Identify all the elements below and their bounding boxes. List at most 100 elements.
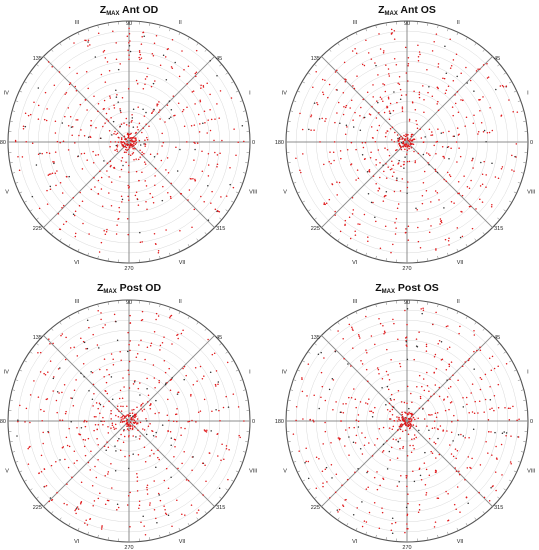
data-point [172, 420, 175, 422]
data-point [405, 344, 408, 346]
data-point [33, 101, 35, 104]
data-point [397, 82, 399, 85]
data-point [349, 237, 352, 240]
data-point [110, 463, 112, 465]
data-point [345, 429, 347, 431]
data-point [399, 88, 402, 91]
data-point [61, 192, 64, 194]
data-point [343, 357, 345, 360]
data-point [125, 148, 127, 151]
data-point [494, 471, 497, 473]
plot-title: ZMAX Post OD [97, 282, 162, 295]
data-point [379, 48, 382, 50]
sector-label: II [457, 20, 461, 26]
data-point [136, 490, 139, 492]
data-point [43, 468, 46, 470]
data-point [213, 139, 215, 142]
data-point [390, 393, 393, 396]
data-point [404, 148, 406, 151]
sector-label: VII [179, 260, 186, 266]
data-point [86, 347, 89, 350]
data-point [344, 78, 346, 80]
data-point [396, 207, 399, 210]
data-point [477, 133, 479, 135]
data-point [430, 201, 432, 203]
data-point [171, 525, 173, 527]
tick-mark [9, 441, 13, 443]
data-point [134, 194, 137, 197]
tick-mark [474, 42, 477, 46]
data-point [398, 137, 401, 140]
data-point [471, 158, 474, 160]
data-point [362, 98, 364, 101]
data-point [139, 144, 142, 146]
tick-mark [290, 172, 294, 174]
data-point [191, 226, 193, 229]
data-point [400, 141, 403, 144]
data-point [373, 501, 376, 504]
data-point [391, 408, 394, 411]
data-point [439, 425, 442, 427]
data-point [147, 401, 149, 403]
data-point [370, 335, 373, 337]
data-point [437, 128, 439, 130]
data-point [170, 314, 173, 317]
data-point [481, 173, 484, 175]
data-point [194, 367, 197, 369]
data-point [186, 141, 188, 143]
data-point [169, 430, 172, 433]
data-point [413, 480, 416, 483]
angle-label: 90 [126, 21, 132, 27]
data-point [216, 433, 218, 436]
data-point [440, 221, 443, 224]
data-point [174, 114, 176, 117]
data-point [399, 419, 402, 422]
data-point [97, 110, 99, 112]
data-point [396, 149, 398, 151]
data-point [128, 360, 131, 363]
data-point [91, 398, 94, 401]
data-point [121, 143, 123, 146]
data-point [379, 247, 382, 249]
data-point [400, 401, 403, 403]
data-point [458, 192, 460, 195]
data-point [316, 101, 318, 104]
data-point [115, 320, 117, 323]
data-point [417, 56, 420, 58]
data-point [342, 412, 345, 414]
data-point [345, 403, 347, 405]
data-point [457, 180, 460, 183]
data-point [400, 425, 403, 428]
data-point [59, 141, 61, 144]
data-point [165, 467, 168, 470]
tick-mark [68, 316, 71, 319]
data-point [479, 110, 481, 112]
data-point [428, 86, 430, 88]
data-point [478, 491, 480, 494]
data-point [152, 434, 155, 437]
data-point [416, 123, 418, 126]
data-point [221, 139, 223, 142]
sector-label: V [5, 469, 9, 475]
data-point [151, 112, 153, 114]
data-point [164, 512, 167, 515]
data-point [350, 141, 353, 144]
data-point [500, 115, 502, 117]
data-point [422, 309, 425, 312]
data-point [94, 424, 97, 426]
data-point [209, 60, 211, 62]
data-point [449, 444, 451, 446]
data-point [121, 145, 124, 147]
tick-mark [187, 37, 190, 40]
tick-mark [24, 360, 27, 363]
data-point [73, 389, 76, 392]
data-point [410, 424, 412, 426]
sector-label: I [249, 90, 251, 96]
data-point [471, 411, 474, 413]
tick-mark [346, 244, 349, 247]
data-point [76, 119, 79, 121]
scatter-points [14, 27, 245, 254]
data-point [39, 371, 42, 373]
data-point [111, 422, 114, 424]
data-point [199, 123, 201, 125]
